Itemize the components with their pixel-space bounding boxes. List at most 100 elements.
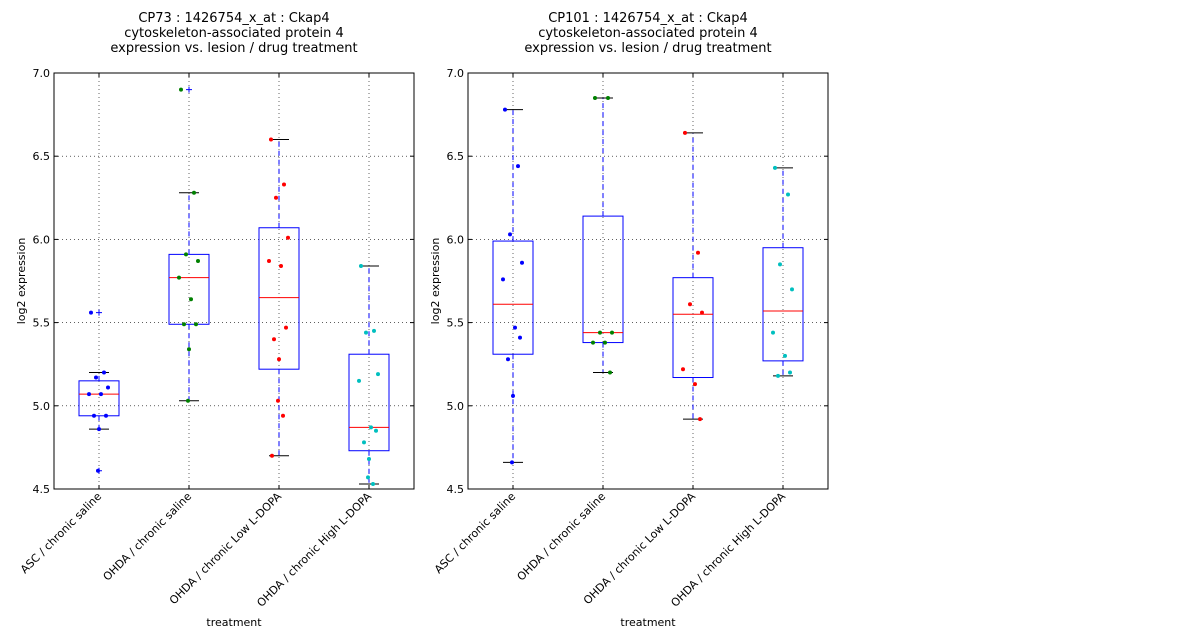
data-point — [189, 297, 193, 302]
data-point — [700, 310, 704, 315]
data-point — [362, 440, 366, 445]
data-point — [503, 107, 507, 112]
data-point — [371, 482, 375, 487]
data-point — [593, 95, 597, 100]
box-iqr — [492, 240, 534, 355]
y-tick-label: 5.0 — [447, 400, 465, 413]
data-point — [87, 392, 91, 397]
y-tick-label: 6.5 — [447, 150, 465, 163]
data-point — [267, 259, 271, 264]
data-point — [106, 385, 110, 390]
data-point — [179, 87, 183, 92]
data-point — [184, 252, 188, 257]
data-point — [97, 427, 101, 432]
y-tick-label: 5.0 — [33, 400, 51, 413]
data-point — [270, 453, 274, 458]
chart-title-line: cytoskeleton-associated protein 4 — [538, 26, 758, 41]
data-point — [501, 277, 505, 282]
y-tick-label: 6.5 — [33, 150, 51, 163]
plot-area — [53, 72, 415, 490]
data-point — [279, 264, 283, 269]
data-point — [104, 413, 108, 418]
x-tick-label: OHDA / chronic saline — [101, 490, 195, 584]
data-point — [272, 337, 276, 342]
data-point — [681, 367, 685, 372]
data-point — [608, 370, 612, 375]
box-iqr — [762, 247, 804, 362]
data-point — [778, 262, 782, 267]
data-point — [94, 375, 98, 380]
data-point — [284, 325, 288, 330]
x-tick-label: ASC / chronic saline — [432, 490, 518, 576]
data-point — [773, 165, 777, 170]
data-point — [372, 328, 376, 333]
data-point — [99, 392, 103, 397]
y-tick-label: 5.5 — [447, 317, 465, 330]
y-axis-label: log2 expression — [15, 238, 28, 325]
data-point — [786, 192, 790, 197]
data-point — [788, 370, 792, 375]
chart-title-line: CP101 : 1426754_x_at : Ckap4 — [548, 11, 748, 26]
data-point — [186, 398, 190, 403]
y-tick-label: 4.5 — [447, 483, 465, 496]
chart-title-line: expression vs. lesion / drug treatment — [110, 41, 357, 56]
data-point — [698, 417, 702, 422]
y-axis-label: log2 expression — [429, 238, 442, 325]
y-tick-label: 6.0 — [447, 233, 465, 246]
data-point — [177, 275, 181, 280]
outlier-marker — [186, 86, 192, 93]
data-point — [771, 330, 775, 335]
chart-title-line: CP73 : 1426754_x_at : Ckap4 — [138, 11, 329, 26]
x-axis-label: treatment — [620, 616, 676, 629]
y-tick-label: 4.5 — [33, 483, 51, 496]
plot-area — [467, 72, 829, 490]
y-tick-label: 7.0 — [33, 67, 51, 80]
data-point — [366, 475, 370, 480]
outlier-marker — [96, 309, 102, 316]
box-iqr — [672, 277, 714, 379]
data-point — [194, 322, 198, 327]
data-point — [376, 372, 380, 377]
y-tick-label: 5.5 — [33, 317, 51, 330]
data-point — [693, 382, 697, 387]
box-iqr — [582, 215, 624, 344]
data-point — [187, 347, 191, 352]
box-iqr — [168, 253, 210, 325]
data-point — [282, 182, 286, 187]
data-point — [89, 310, 93, 315]
chart-title-line: cytoskeleton-associated protein 4 — [124, 26, 344, 41]
data-point — [598, 330, 602, 335]
data-point — [274, 195, 278, 200]
chart-title-line: expression vs. lesion / drug treatment — [524, 41, 771, 56]
data-point — [277, 357, 281, 362]
data-point — [513, 325, 517, 330]
data-point — [286, 235, 290, 240]
box-iqr — [348, 353, 390, 452]
data-point — [102, 370, 106, 375]
data-point — [683, 130, 687, 135]
data-point — [506, 357, 510, 362]
x-tick-label: OHDA / chronic saline — [515, 490, 609, 584]
data-point — [269, 137, 273, 142]
data-point — [776, 373, 780, 378]
data-point — [603, 340, 607, 345]
data-point — [591, 340, 595, 345]
data-point — [281, 413, 285, 418]
data-point — [192, 190, 196, 195]
data-point — [276, 398, 280, 403]
data-point — [92, 413, 96, 418]
box-iqr — [258, 227, 300, 370]
data-point — [790, 287, 794, 292]
data-point — [367, 457, 371, 462]
data-point — [357, 378, 361, 383]
data-point — [783, 353, 787, 358]
data-point — [516, 164, 520, 169]
data-point — [518, 335, 522, 340]
y-tick-label: 6.0 — [33, 233, 51, 246]
data-point — [196, 259, 200, 264]
x-axis-label: treatment — [206, 616, 262, 629]
box-iqr — [78, 380, 120, 417]
data-point — [359, 264, 363, 269]
data-point — [610, 330, 614, 335]
